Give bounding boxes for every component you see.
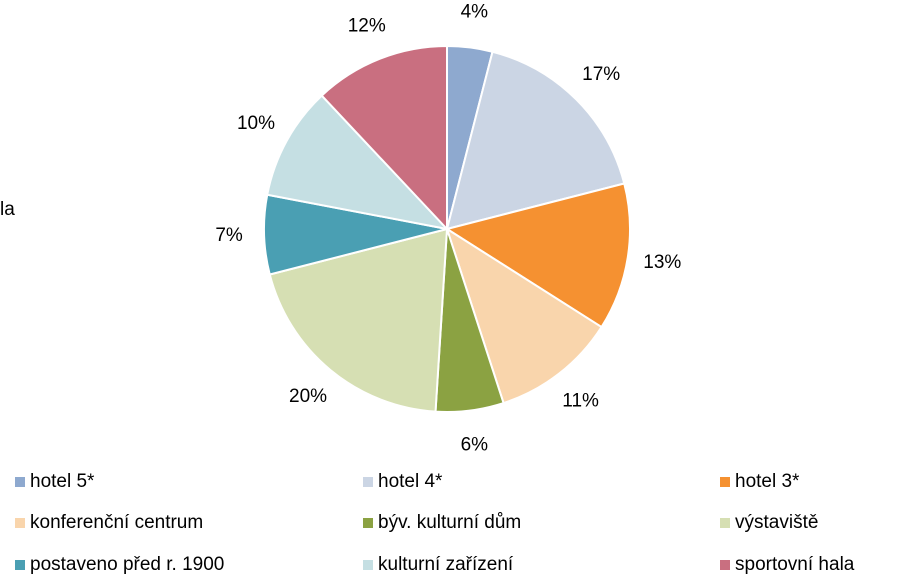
data-label: 20%	[289, 386, 327, 407]
annotation: la	[0, 199, 15, 220]
legend-swatch	[720, 560, 730, 570]
legend-label: sportovní hala	[735, 554, 855, 575]
legend-swatch	[720, 477, 730, 487]
legend-label: hotel 4*	[378, 471, 443, 492]
legend-label: býv. kulturní dům	[378, 512, 521, 533]
legend-swatch	[363, 477, 373, 487]
data-label: 7%	[215, 225, 243, 246]
legend-label: konferenční centrum	[30, 512, 203, 533]
legend-swatch	[15, 560, 25, 570]
pie-slice	[320, 44, 448, 232]
data-label: 17%	[582, 64, 620, 85]
legend-swatch	[720, 518, 730, 528]
data-label: 10%	[237, 113, 275, 134]
pie-slice	[445, 226, 603, 405]
legend-label: hotel 3*	[735, 471, 800, 492]
pie-slice	[266, 94, 450, 231]
legend-label: kulturní zařízení	[378, 554, 514, 575]
legend-label: výstaviště	[735, 512, 818, 533]
legend-swatch	[363, 518, 373, 528]
data-label: 12%	[348, 15, 386, 36]
legend-swatch	[15, 518, 25, 528]
data-label: 11%	[562, 390, 599, 411]
legend-label: hotel 5*	[30, 471, 95, 492]
legend-swatch	[15, 477, 25, 487]
legend-label: postaveno před r. 1900	[30, 554, 224, 575]
data-label: 13%	[643, 252, 681, 273]
pie-slice	[268, 227, 449, 413]
data-label: 6%	[461, 434, 489, 455]
pie-slice	[445, 50, 626, 231]
legend-swatch	[363, 560, 373, 570]
pie-slice	[444, 182, 631, 329]
data-label: 4%	[461, 2, 489, 23]
